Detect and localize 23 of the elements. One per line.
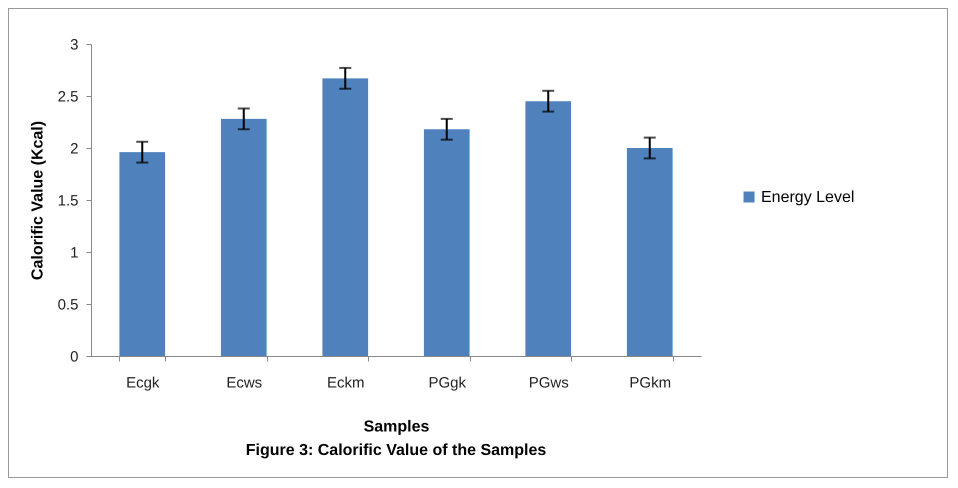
x-tick-label: PGgk: [428, 374, 467, 392]
y-tick-label: 2: [70, 140, 78, 158]
x-axis-title: Samples: [364, 418, 430, 436]
x-tick-label: PGws: [528, 374, 569, 392]
x-tick-label: PGkm: [629, 374, 672, 392]
y-tick-label: 1.5: [58, 192, 78, 210]
y-tick-label: 1: [70, 244, 78, 262]
y-tick-label: 2.5: [58, 88, 78, 106]
y-tick-label: 0: [70, 348, 78, 366]
legend-label: Energy Level: [761, 189, 854, 206]
bar: [525, 101, 572, 356]
text: Figure 3: Calorific Value of the Samples: [246, 442, 546, 459]
bar: [322, 78, 368, 356]
y-tick-label: 3: [70, 36, 78, 54]
y-tick-label: 0.5: [58, 296, 78, 314]
bar: [220, 118, 267, 356]
bar: [424, 129, 470, 356]
x-tick-label: Ecgk: [126, 374, 160, 392]
bar: [626, 148, 673, 356]
y-axis-title: Calorific Value (Kcal): [30, 120, 47, 280]
bar: [119, 152, 166, 356]
x-tick-label: Ecws: [226, 374, 262, 392]
x-tick-label: Eckm: [327, 374, 364, 392]
